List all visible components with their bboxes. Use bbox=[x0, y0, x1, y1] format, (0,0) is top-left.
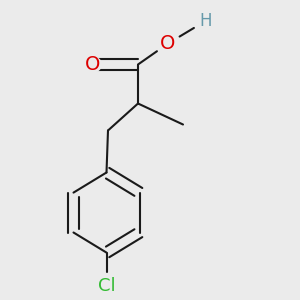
Ellipse shape bbox=[84, 56, 102, 73]
Ellipse shape bbox=[95, 277, 118, 294]
Text: Cl: Cl bbox=[98, 277, 115, 295]
Text: H: H bbox=[199, 12, 212, 30]
Ellipse shape bbox=[159, 35, 177, 52]
Text: O: O bbox=[160, 34, 176, 53]
Text: O: O bbox=[85, 55, 101, 74]
Ellipse shape bbox=[198, 14, 213, 28]
